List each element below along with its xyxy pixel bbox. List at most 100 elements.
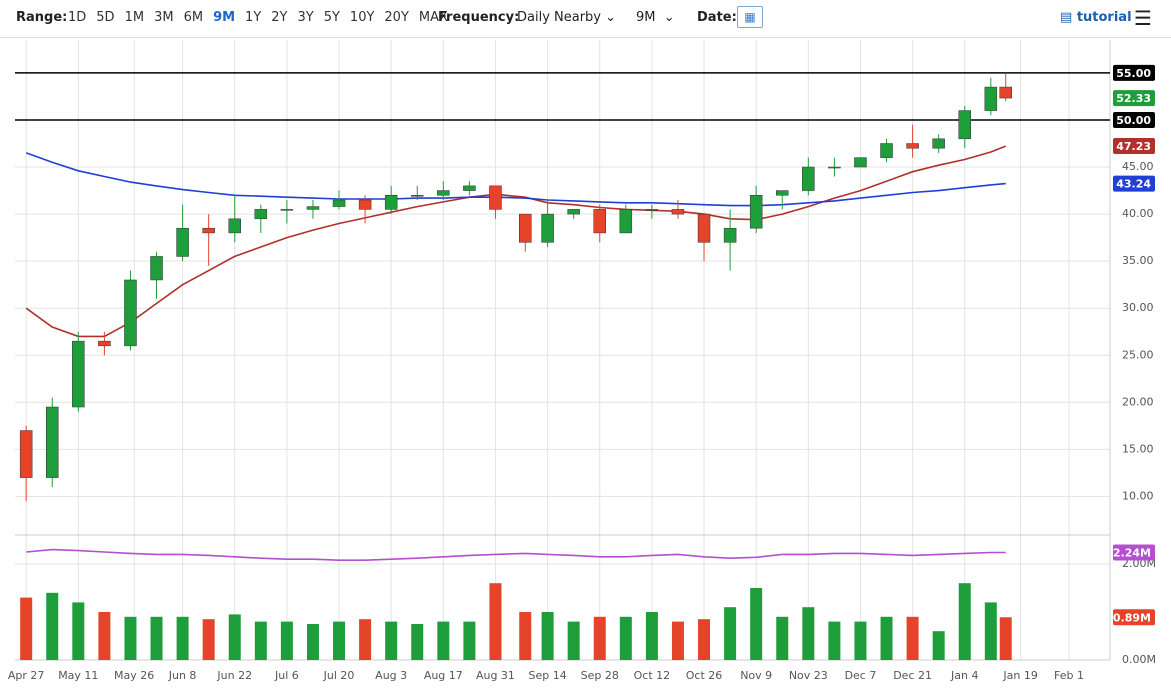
x-tick-label: Nov 23 (789, 669, 828, 682)
volume-bar (124, 616, 137, 660)
volume-bar (541, 612, 554, 660)
volume-bar (150, 616, 163, 660)
toolbar: Range: 1D 5D 1M 3M 6M 9M 1Y 2Y 3Y 5Y 10Y 20Y MAX Fre… (0, 0, 1171, 38)
range-option[interactable]: 1M (124, 10, 145, 25)
volume-bar (671, 621, 684, 660)
range-option[interactable]: 1Y (245, 10, 262, 25)
last-price-label-badge (1113, 90, 1155, 107)
x-tick-label: Jun 22 (216, 669, 252, 682)
volume-bar (202, 619, 215, 660)
y-tick-label: 30.00 (1122, 301, 1154, 314)
last-volume-label-badge (1113, 609, 1155, 626)
y-tick-label: 15.00 (1122, 442, 1154, 455)
volume-bar (20, 597, 33, 660)
x-tick-label: Oct 12 (634, 669, 671, 682)
range-option[interactable]: 3M (154, 10, 174, 25)
candle-body (489, 185, 502, 210)
volume-bar (645, 612, 658, 660)
volume-bar (280, 621, 293, 660)
period: 9M (636, 10, 656, 25)
volume-bar (880, 616, 893, 660)
moving-average-label-badge (1113, 138, 1155, 155)
candle-body (567, 209, 580, 215)
candle-body (932, 138, 945, 149)
volume-bar (519, 612, 532, 660)
menu-button[interactable]: ☰ (1134, 6, 1152, 30)
x-tick-label: Feb 1 (1054, 669, 1084, 682)
volume-bar (828, 621, 841, 660)
frequency-select[interactable]: Daily Nearby ⌄ (517, 10, 617, 25)
x-tick-label: May 11 (58, 669, 98, 682)
volume-bar (72, 602, 85, 660)
candle-body (358, 199, 372, 210)
range-option[interactable]: 9M (213, 10, 236, 25)
range-option[interactable]: 5D (96, 10, 115, 25)
tutorial-link[interactable]: ▤ tutorial (1060, 10, 1132, 25)
candle-body (749, 195, 763, 229)
frequency: Daily Nearby (517, 10, 602, 25)
volume-bar (385, 621, 398, 660)
x-tick-label: Oct 26 (686, 669, 723, 682)
volume-bar (254, 621, 267, 660)
range-option[interactable]: 5Y (323, 10, 340, 25)
volume-bar (306, 624, 319, 660)
period-select[interactable]: 9M ⌄ (636, 10, 675, 25)
last-price-label: 52.33 (1116, 92, 1151, 105)
volume-bar (619, 616, 632, 660)
candle-body (958, 110, 971, 140)
y-tick-label: 10.00 (1122, 489, 1154, 502)
x-tick-label: Sep 28 (581, 669, 619, 682)
candle-body (176, 227, 189, 257)
range-option[interactable]: 20Y (384, 10, 409, 25)
volume-bar (46, 592, 59, 660)
volume-bar (854, 621, 867, 660)
calendar-button[interactable]: ▦ (737, 6, 763, 28)
candle-body (437, 190, 450, 196)
volume-bar (984, 602, 997, 660)
range-option[interactable]: 1D (68, 10, 87, 25)
range-option[interactable]: 6M (183, 10, 204, 25)
candle-body (671, 209, 685, 215)
candle-body (410, 195, 424, 197)
range-option[interactable]: 10Y (349, 10, 375, 25)
x-tick-label: May 26 (114, 669, 154, 682)
candle-body (150, 256, 163, 281)
x-tick-label: Dec 21 (893, 669, 932, 682)
candle-body (593, 209, 606, 234)
horizontal-line-label-badge (1113, 111, 1155, 128)
volume-bar (228, 614, 241, 660)
candle-body (541, 213, 554, 243)
range-option[interactable]: 3Y (297, 10, 314, 25)
candle-body (999, 86, 1012, 99)
volume-bar (437, 621, 450, 660)
frequency-label: Frequency: (438, 10, 520, 25)
candle-body (906, 143, 919, 149)
volume-bar (958, 583, 971, 660)
volume-bar (999, 617, 1012, 660)
volume-bar (411, 624, 424, 660)
x-tick-label: Jun 8 (168, 669, 197, 682)
ranges: 1D 5D 1M 3M 6M 9M 1Y 2Y 3Y 5Y 10Y 20Y MAX (68, 10, 458, 25)
volume-bar (724, 607, 737, 660)
candle-body (124, 279, 137, 347)
candle-body (723, 227, 737, 243)
moving-average-label: 43.24 (1116, 178, 1151, 191)
volume-bar (802, 607, 815, 660)
range-option[interactable]: MAX (418, 10, 448, 25)
candle-body (463, 185, 476, 191)
x-tick-label: Jan 19 (1002, 669, 1037, 682)
range-option[interactable]: 2Y (271, 10, 288, 25)
candle-body (697, 213, 711, 243)
volume-bar (776, 616, 789, 660)
y-tick-label: 25.00 (1122, 348, 1154, 361)
candle-body (828, 166, 841, 169)
volume-bar (359, 619, 372, 660)
volume-bar (98, 612, 111, 660)
candle-body (519, 213, 532, 243)
volume-average (26, 548, 1006, 561)
candle-body (880, 143, 893, 158)
volume-bar (176, 616, 189, 660)
x-tick-label: Jul 20 (323, 669, 355, 682)
